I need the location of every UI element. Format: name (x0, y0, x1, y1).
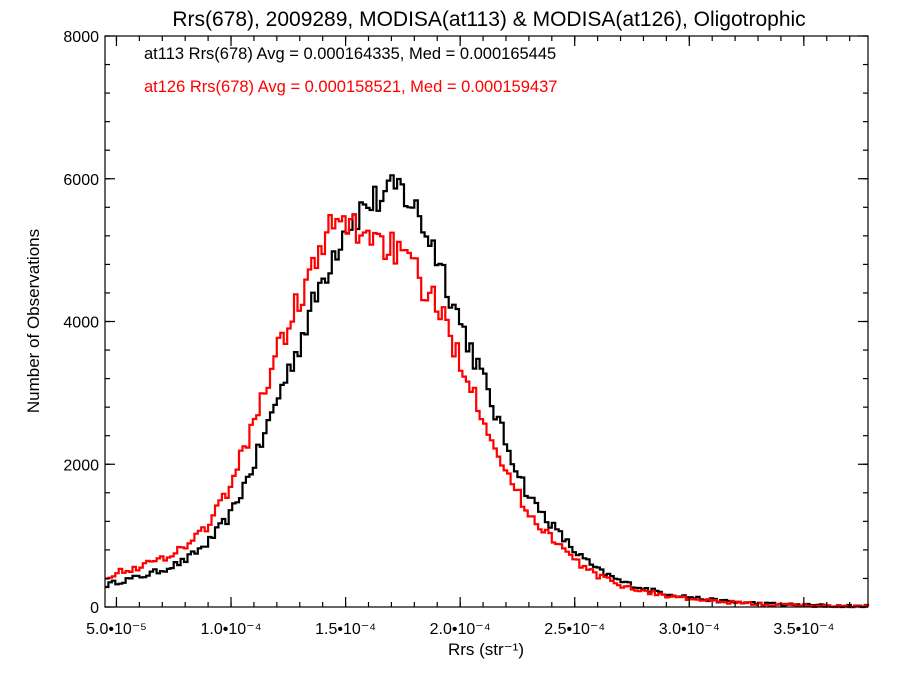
x-axis-label: Rrs (str⁻¹) (448, 640, 524, 659)
y-tick-label: 0 (90, 600, 99, 617)
series-layer (105, 174, 870, 609)
y-axis-label: Number of Observations (24, 229, 43, 413)
chart-title: Rrs(678), 2009289, MODISA(at113) & MODIS… (172, 8, 805, 31)
series-line-0 (105, 174, 870, 609)
series-line-1 (105, 213, 870, 609)
y-tick-label: 8000 (63, 29, 99, 46)
annotation-at126: at126 Rrs(678) Avg = 0.000158521, Med = … (144, 78, 557, 96)
x-tick-label: 2.0•10⁻⁴ (430, 621, 491, 638)
x-tick-label: 1.0•10⁻⁴ (201, 621, 262, 638)
y-tick-label: 2000 (63, 457, 99, 474)
x-tick-label: 3.5•10⁻⁴ (773, 621, 834, 638)
annotation-at113: at113 Rrs(678) Avg = 0.000164335, Med = … (144, 45, 556, 63)
y-tick-label: 6000 (63, 172, 99, 189)
plot-frame (104, 35, 869, 608)
x-tick-label: 5.0•10⁻⁵ (86, 621, 147, 638)
tick-layer: 5.0•10⁻⁵ 1.0•10⁻⁴ 1.5•10⁻⁴ 2.0•10⁻⁴ 2.5•10⁻⁴… (63, 29, 868, 638)
x-tick-label: 1.5•10⁻⁴ (315, 621, 376, 638)
y-tick-label: 4000 (63, 315, 99, 332)
x-tick-label: 3.0•10⁻⁴ (659, 621, 720, 638)
x-tick-label: 2.5•10⁻⁴ (544, 621, 605, 638)
